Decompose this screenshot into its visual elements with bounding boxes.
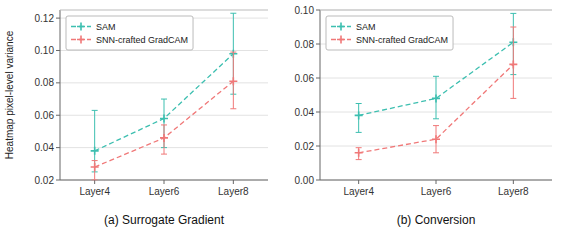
marker-shape	[229, 77, 237, 85]
error-bar-upper	[230, 52, 236, 81]
y-tick-label: 0.02	[295, 141, 315, 152]
y-tick-label: 0.08	[35, 77, 55, 88]
marker-shape	[432, 135, 440, 143]
panel: 0.00 0.02 0.04 0.06 0.08 0.10 Layer4 Layer6 Laye…	[295, 5, 552, 228]
y-tick	[316, 44, 320, 45]
marker-shape	[160, 134, 168, 142]
y-tick	[316, 78, 320, 79]
point-marker	[91, 147, 99, 155]
error-bar-upper	[92, 110, 98, 150]
point-marker	[91, 163, 99, 171]
y-tick	[56, 115, 60, 116]
panel-caption: (b) Conversion	[397, 213, 476, 227]
x-tick-label: Layer8	[218, 186, 249, 197]
series-line	[95, 54, 234, 151]
x-tick-label: Layer8	[498, 186, 529, 197]
y-tick	[56, 18, 60, 19]
x-tick-label: Layer4	[79, 186, 110, 197]
y-axis-label: Heatmap pixel-level variance	[4, 30, 15, 159]
marker-shape	[91, 147, 99, 155]
top-frame-line	[60, 10, 268, 11]
legend: SAM SNN-crafted GradCAM	[326, 16, 453, 50]
y-tick-label: 0.02	[35, 175, 55, 186]
error-bar-lower	[230, 81, 236, 109]
series-line	[359, 64, 514, 152]
y-tick-label: 0.04	[295, 107, 315, 118]
y-tick-label: 0.06	[295, 73, 315, 84]
chart-svg: 0.02 0.04 0.06 0.08 0.10 0.12 Layer4 Layer6 Laye…	[0, 0, 562, 236]
grid-line	[60, 82, 268, 83]
legend-box	[326, 16, 453, 50]
marker-shape	[355, 111, 363, 119]
point-marker	[355, 111, 363, 119]
marker-shape	[77, 23, 85, 31]
y-axis-line	[60, 10, 61, 180]
marker-shape	[77, 36, 85, 44]
point-marker	[432, 94, 440, 102]
y-tick-label: 0.00	[295, 175, 315, 186]
y-tick-label: 0.06	[35, 110, 55, 121]
y-tick	[56, 147, 60, 148]
legend-label: SAM	[356, 22, 376, 32]
series-line	[95, 81, 234, 167]
x-tick	[233, 180, 234, 184]
y-tick	[56, 50, 60, 51]
y-tick-label: 0.10	[295, 5, 315, 16]
point-marker	[509, 60, 517, 68]
error-bar-upper	[230, 13, 236, 53]
marker-shape	[337, 36, 345, 44]
legend-box	[66, 16, 193, 50]
y-tick	[56, 82, 60, 83]
x-tick	[358, 180, 359, 184]
grid-line	[320, 10, 552, 11]
top-frame-line	[320, 10, 552, 11]
marker-shape	[337, 23, 345, 31]
y-tick-label: 0.12	[35, 13, 55, 24]
marker-shape	[509, 60, 517, 68]
x-tick	[94, 180, 95, 184]
point-marker	[229, 77, 237, 85]
marker-shape	[91, 163, 99, 171]
x-tick	[164, 180, 165, 184]
marker-shape	[432, 94, 440, 102]
panel-caption: (a) Surrogate Gradient	[104, 213, 225, 227]
x-tick-label: Layer6	[421, 186, 452, 197]
point-marker	[160, 114, 168, 122]
panel: 0.02 0.04 0.06 0.08 0.10 0.12 Layer4 Layer6 Laye…	[4, 10, 268, 227]
x-tick-label: Layer6	[149, 186, 180, 197]
x-tick	[436, 180, 437, 184]
x-tick-label: Layer4	[343, 186, 374, 197]
error-bar-upper	[510, 27, 516, 64]
marker-shape	[160, 114, 168, 122]
error-bar-lower	[510, 64, 516, 98]
marker-shape	[355, 149, 363, 157]
y-tick	[316, 112, 320, 113]
x-tick	[513, 180, 514, 184]
y-tick-label: 0.04	[35, 142, 55, 153]
data-group	[355, 13, 518, 159]
point-marker	[432, 135, 440, 143]
data-group	[91, 13, 238, 180]
y-tick-label: 0.08	[295, 39, 315, 50]
chart-container: 0.02 0.04 0.06 0.08 0.10 0.12 Layer4 Layer6 Laye…	[0, 0, 562, 236]
point-marker	[355, 149, 363, 157]
legend: SAM SNN-crafted GradCAM	[66, 16, 193, 50]
legend-marker	[337, 36, 345, 44]
legend-label: SNN-crafted GradCAM	[96, 35, 188, 45]
legend-marker	[77, 36, 85, 44]
y-tick	[316, 146, 320, 147]
point-marker	[160, 134, 168, 142]
y-tick-label: 0.10	[35, 45, 55, 56]
y-axis-line	[320, 10, 321, 180]
legend-marker	[337, 23, 345, 31]
y-tick	[316, 180, 320, 181]
legend-label: SNN-crafted GradCAM	[356, 35, 448, 45]
legend-marker	[77, 23, 85, 31]
series-line	[359, 42, 514, 115]
y-tick	[316, 10, 320, 11]
legend-label: SAM	[96, 22, 116, 32]
y-tick	[56, 180, 60, 181]
